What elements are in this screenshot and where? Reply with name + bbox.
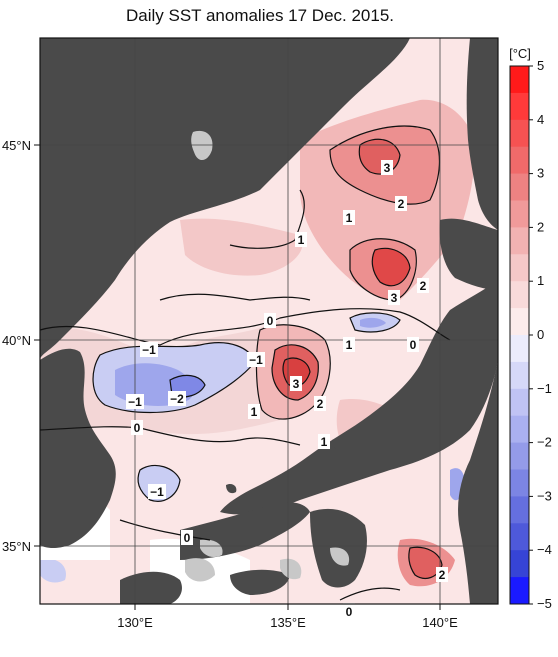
contour-label: −1: [128, 395, 142, 409]
colorbar-swatch: [510, 442, 529, 470]
contour-label: 3: [293, 377, 300, 391]
colorbar-tick-label: −5: [537, 596, 552, 611]
contour-label: 1: [321, 435, 328, 449]
contour-label: 2: [317, 397, 324, 411]
colorbar-swatch: [510, 361, 529, 390]
contour-label: 0: [267, 314, 274, 328]
colorbar-swatches: [510, 66, 529, 605]
colorbar: [°C] 5 4 3 2 1 0 −1 −2 −3 −4 −5: [509, 46, 552, 611]
lon-label: 130°E: [117, 615, 153, 630]
colorbar-tick-label: −2: [537, 435, 552, 450]
contour-label: 3: [384, 161, 391, 175]
contour-label: 1: [346, 211, 353, 225]
axis-ticks: [34, 144, 441, 610]
colorbar-swatch: [510, 469, 529, 497]
colorbar-swatch: [510, 119, 529, 148]
contour-label: −1: [150, 485, 164, 499]
land: [40, 38, 498, 604]
lat-label: 35°N: [2, 539, 31, 554]
colorbar-tick-label: 3: [537, 166, 544, 181]
colorbar-tick-label: −1: [537, 381, 552, 396]
colorbar-swatch: [510, 281, 529, 309]
contour-label: 0: [346, 605, 353, 619]
colorbar-tick-label: −4: [537, 542, 552, 557]
lat-label: 45°N: [2, 138, 31, 153]
colorbar-tick-label: −3: [537, 488, 552, 503]
contour-label: 1: [298, 233, 305, 247]
colorbar-tick-label: 0: [537, 327, 544, 342]
colorbar-swatch: [510, 577, 529, 605]
colorbar-labels: 5 4 3 2 1 0 −1 −2 −3 −4 −5: [529, 58, 552, 611]
colorbar-swatch: [510, 523, 529, 551]
contour-label: 2: [420, 279, 427, 293]
contour-label: 1: [251, 405, 258, 419]
map-frame: [39, 37, 499, 605]
contour-label: 2: [398, 197, 405, 211]
contour-label: −1: [249, 353, 263, 367]
colorbar-tick-label: 4: [537, 112, 544, 127]
contour-labels: 3 2 1 3 2 1 0 0 1 −1 −1 −1 −2 3: [126, 160, 448, 604]
colorbar-swatch: [510, 92, 529, 121]
colorbar-swatch: [510, 550, 529, 578]
contour-label: 1: [346, 338, 353, 352]
lat-label: 40°N: [2, 333, 31, 348]
colorbar-swatch: [510, 146, 529, 175]
colorbar-swatch: [510, 173, 529, 201]
colorbar-swatch: [510, 388, 529, 417]
colorbar-swatch: [510, 66, 529, 94]
contour-label: 0: [410, 338, 417, 352]
graticule: [40, 38, 498, 604]
colorbar-swatch: [510, 496, 529, 524]
contour-label: −1: [142, 343, 156, 357]
contour-label: 3: [391, 291, 398, 305]
contour-label: 0: [134, 421, 141, 435]
colorbar-swatch: [510, 200, 529, 228]
colorbar-unit: [°C]: [509, 46, 531, 61]
colorbar-swatch: [510, 227, 529, 255]
contour-label: 0: [184, 531, 191, 545]
colorbar-swatch: [510, 308, 529, 336]
colorbar-swatch: [510, 254, 529, 282]
colorbar-swatch: [510, 335, 529, 363]
lon-label: 135°E: [270, 615, 306, 630]
colorbar-tick-label: 5: [537, 58, 544, 73]
colorbar-tick-label: 1: [537, 273, 544, 288]
map-title: Daily SST anomalies 17 Dec. 2015.: [125, 6, 395, 25]
colorbar-swatch: [510, 415, 529, 444]
lon-label: 140°E: [422, 615, 458, 630]
contour-label: −2: [170, 392, 184, 406]
contour-label: 2: [439, 568, 446, 582]
colorbar-tick-label: 2: [537, 219, 544, 234]
